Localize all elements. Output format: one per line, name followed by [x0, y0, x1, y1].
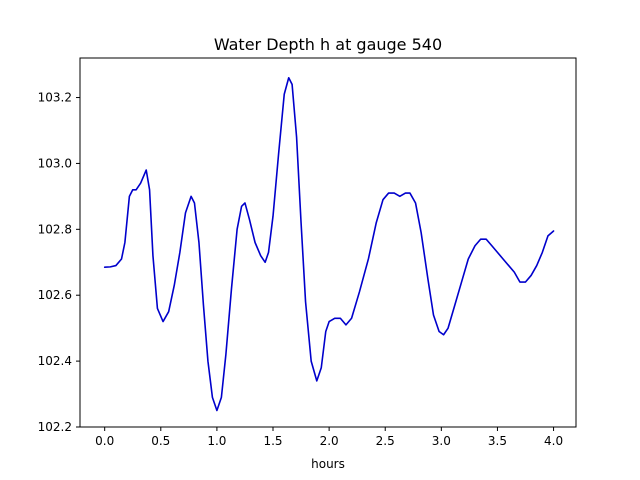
x-tick-label: 4.0 — [544, 434, 563, 448]
y-tick-label: 102.4 — [38, 354, 72, 368]
y-tick-label: 103.0 — [38, 156, 72, 170]
x-tick-label: 3.5 — [488, 434, 507, 448]
series-line — [103, 76, 555, 412]
y-axis: 102.2 102.4 102.6 102.8 103.0 103.2 — [38, 91, 80, 434]
x-tick-label: 2.0 — [320, 434, 339, 448]
x-tick-label: 1.5 — [263, 434, 282, 448]
x-axis: 0.0 0.5 1.0 1.5 2.0 2.5 3.0 3.5 4.0 — [95, 427, 563, 448]
y-tick-label: 102.8 — [38, 222, 72, 236]
x-tick-label: 1.0 — [207, 434, 226, 448]
y-tick-label: 103.2 — [38, 91, 72, 105]
x-axis-label: hours — [311, 457, 345, 471]
x-tick-label: 0.0 — [95, 434, 114, 448]
chart-title: Water Depth h at gauge 540 — [214, 35, 442, 54]
x-tick-label: 2.5 — [376, 434, 395, 448]
plot-area — [79, 57, 577, 428]
y-tick-label: 102.6 — [38, 288, 72, 302]
plot-frame — [79, 57, 577, 428]
x-tick-label: 3.0 — [432, 434, 451, 448]
y-tick-label: 102.2 — [38, 420, 72, 434]
x-tick-label: 0.5 — [151, 434, 170, 448]
